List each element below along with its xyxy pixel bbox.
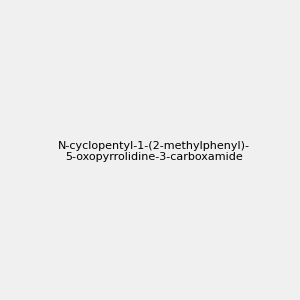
Text: N-cyclopentyl-1-(2-methylphenyl)-
5-oxopyrrolidine-3-carboxamide: N-cyclopentyl-1-(2-methylphenyl)- 5-oxop…: [58, 141, 250, 162]
